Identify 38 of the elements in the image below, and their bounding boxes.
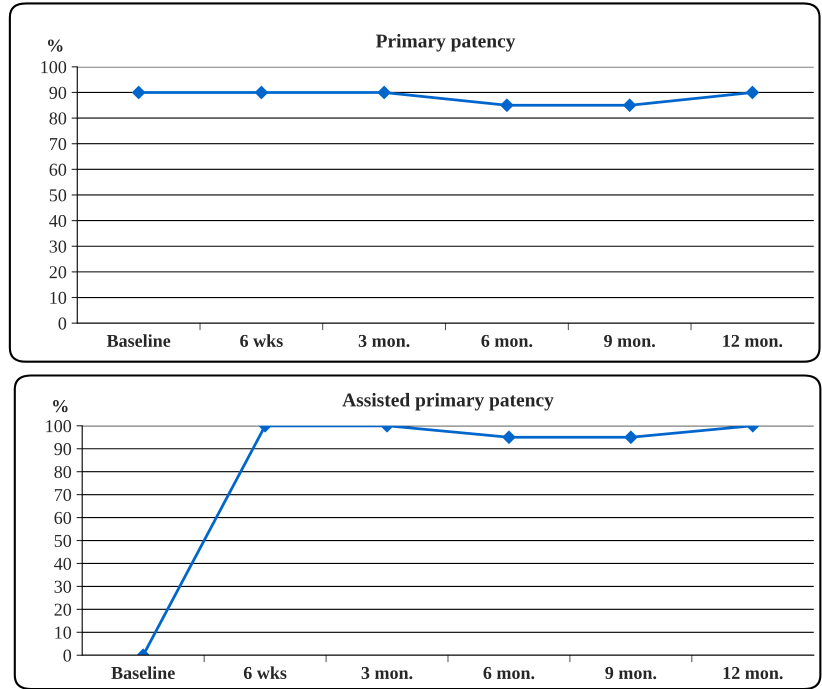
- y-axis-title: %: [48, 39, 63, 52]
- x-tick-label: 9 mon.: [605, 666, 656, 680]
- x-tick-label: 9 mon.: [604, 334, 655, 348]
- x-tick-label: 3 mon.: [358, 334, 410, 348]
- y-axis-title: %: [53, 400, 68, 412]
- x-tick-label: 6 mon.: [483, 666, 534, 680]
- x-tick-label: 6 mon.: [481, 334, 532, 348]
- y-tick-label: 90: [54, 443, 72, 456]
- y-tick-label: 20: [54, 604, 72, 616]
- y-tick-label: 30: [54, 580, 72, 593]
- chart-title: Primary patency: [376, 34, 516, 52]
- x-tick-label: 3 mon.: [362, 666, 412, 680]
- y-tick-label: 50: [54, 534, 72, 547]
- y-tick-label: 20: [50, 266, 66, 278]
- x-tick-label: 6 wks: [244, 666, 286, 680]
- y-tick-label: 0: [58, 317, 66, 330]
- y-tick-label: 40: [54, 558, 72, 570]
- y-tick-label: 30: [50, 240, 66, 253]
- y-tick-label: 80: [49, 112, 66, 125]
- y-tick-label: 70: [50, 138, 66, 150]
- y-tick-label: 100: [41, 61, 66, 74]
- y-tick-label: 10: [55, 626, 72, 639]
- y-tick-label: 60: [54, 512, 72, 524]
- x-tick-label: 12 mon.: [723, 334, 782, 348]
- x-tick-label: 6 wks: [240, 334, 283, 347]
- y-tick-label: 60: [50, 164, 66, 176]
- y-tick-label: 70: [54, 488, 72, 502]
- y-tick-label: 0: [63, 649, 72, 662]
- chart-title: Assisted primary patency: [342, 392, 554, 411]
- y-tick-label: 80: [54, 466, 72, 478]
- x-tick-label: Baseline: [106, 334, 170, 347]
- x-tick-label: 12 mon.: [724, 666, 783, 680]
- y-tick-label: 40: [49, 214, 66, 228]
- y-tick-label: 10: [50, 292, 66, 304]
- y-tick-label: 90: [49, 86, 66, 99]
- x-tick-label: Baseline: [111, 666, 175, 680]
- y-tick-label: 50: [50, 189, 66, 202]
- y-tick-label: 100: [46, 420, 72, 432]
